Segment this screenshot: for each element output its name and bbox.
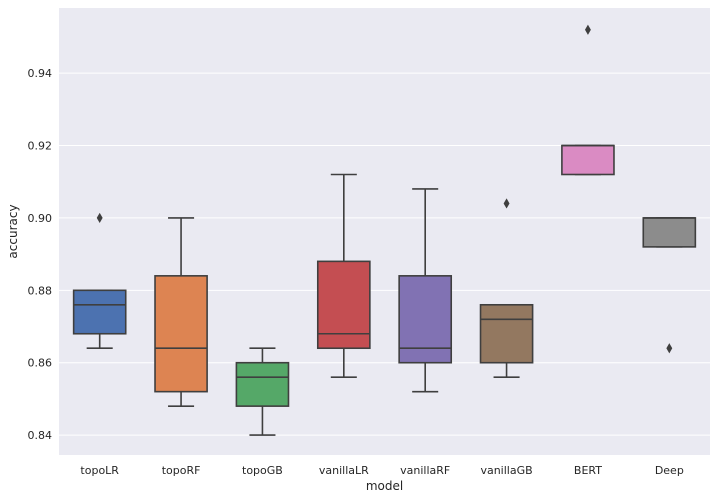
y-tick-label: 0.90 xyxy=(28,212,53,225)
y-tick-label: 0.94 xyxy=(28,67,53,80)
outlier-point xyxy=(503,198,510,209)
box-iqr xyxy=(642,217,697,248)
x-tick-label: Deep xyxy=(655,464,684,477)
y-tick-label: 0.92 xyxy=(28,140,53,153)
box-Deep xyxy=(642,217,697,354)
y-tick-label: 0.84 xyxy=(28,429,53,442)
y-axis-label: accuracy xyxy=(6,204,20,258)
x-tick-label: BERT xyxy=(574,464,602,477)
x-tick-label: topoRF xyxy=(162,464,201,477)
x-tick-label: vanillaRF xyxy=(400,464,450,477)
box-iqr xyxy=(154,275,208,393)
box-topoGB xyxy=(235,347,290,436)
outlier-point xyxy=(96,212,103,224)
x-tick-label: vanillaLR xyxy=(319,464,369,477)
box-iqr xyxy=(398,275,453,364)
box-iqr xyxy=(72,289,127,335)
x-tick-label: topoGB xyxy=(242,464,283,477)
boxes xyxy=(72,24,697,436)
y-axis-ticks: 0.84 0.86 0.88 0.90 0.92 0.94 xyxy=(28,67,53,442)
outlier-point xyxy=(584,24,591,35)
box-iqr xyxy=(235,361,290,407)
box-iqr xyxy=(316,260,371,350)
x-tick-label: topoLR xyxy=(80,464,119,477)
y-tick-label: 0.88 xyxy=(28,284,53,297)
box-topoRF xyxy=(154,217,208,407)
x-tick-label: vanillaGB xyxy=(480,464,532,477)
box-vanillaRF xyxy=(398,188,453,393)
box-iqr xyxy=(561,144,615,176)
box-vanillaLR xyxy=(316,173,371,378)
box-vanillaGB xyxy=(479,198,534,378)
box-BERT xyxy=(561,24,615,176)
y-tick-label: 0.86 xyxy=(28,357,53,370)
box-topoLR xyxy=(72,212,127,350)
x-axis-label: model xyxy=(366,479,403,493)
outlier-point xyxy=(666,343,673,354)
box-iqr xyxy=(479,303,534,364)
x-axis-ticks: topoLR topoRF topoGB vanillaLR vanillaRF vani… xyxy=(80,464,683,477)
